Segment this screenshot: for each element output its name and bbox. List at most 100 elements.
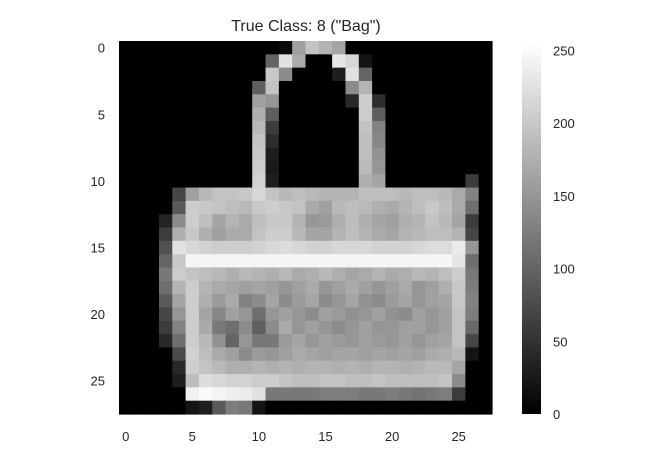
pixel-cell xyxy=(292,94,307,109)
pixel-cell xyxy=(212,227,227,242)
pixel-cell xyxy=(265,94,280,109)
pixel-cell xyxy=(318,267,333,282)
pixel-cell xyxy=(332,80,347,95)
pixel-cell xyxy=(292,80,307,95)
pixel-cell xyxy=(265,147,280,162)
pixel-cell xyxy=(385,280,400,295)
pixel-cell xyxy=(172,254,187,269)
pixel-cell xyxy=(158,400,173,415)
pixel-cell xyxy=(145,240,160,255)
pixel-cell xyxy=(238,94,253,109)
pixel-cell xyxy=(212,280,227,295)
pixel-cell xyxy=(238,347,253,362)
pixel-cell xyxy=(438,240,453,255)
pixel-cell xyxy=(238,240,253,255)
pixel-cell xyxy=(412,54,426,69)
pixel-cell xyxy=(198,147,213,162)
pixel-cell xyxy=(478,387,493,402)
pixel-cell xyxy=(478,334,493,348)
pixel-cell xyxy=(465,307,480,322)
pixel-cell xyxy=(358,294,373,309)
pixel-cell xyxy=(212,320,227,335)
pixel-cell xyxy=(385,107,400,122)
pixel-cell xyxy=(212,107,227,122)
pixel-cell xyxy=(398,41,413,55)
pixel-cell xyxy=(292,347,307,362)
pixel-cell xyxy=(132,294,147,309)
colorbar-tick-label: 0 xyxy=(553,407,560,422)
pixel-cell xyxy=(412,67,426,82)
pixel-cell xyxy=(425,240,440,255)
pixel-cell xyxy=(372,227,387,242)
pixel-cell xyxy=(238,147,253,162)
pixel-cell xyxy=(238,374,253,388)
pixel-cell xyxy=(172,120,187,135)
pixel-cell xyxy=(345,147,360,162)
pixel-cell xyxy=(212,334,227,348)
pixel-cell xyxy=(145,347,160,362)
pixel-cell xyxy=(212,360,227,375)
pixel-cell xyxy=(225,280,240,295)
pixel-cell xyxy=(158,107,173,122)
pixel-cell xyxy=(158,267,173,282)
pixel-cell xyxy=(332,147,347,162)
pixel-cell xyxy=(358,400,373,415)
pixel-cell xyxy=(278,67,293,82)
pixel-cell xyxy=(278,80,293,95)
pixel-cell xyxy=(158,174,173,189)
pixel-cell xyxy=(425,347,440,362)
pixel-cell xyxy=(212,254,227,269)
pixel-cell xyxy=(438,187,453,202)
pixel-cell xyxy=(185,227,200,242)
pixel-cell xyxy=(172,94,187,109)
pixel-cell xyxy=(385,347,400,362)
pixel-cell xyxy=(425,160,440,175)
pixel-cell xyxy=(172,214,187,229)
pixel-cell xyxy=(478,294,493,309)
pixel-cell xyxy=(412,120,426,135)
pixel-cell xyxy=(198,334,213,348)
pixel-cell xyxy=(398,227,413,242)
pixel-cell xyxy=(278,267,293,282)
pixel-cell xyxy=(225,67,240,82)
pixel-cell xyxy=(278,227,293,242)
pixel-cell xyxy=(212,294,227,309)
pixel-cell xyxy=(452,240,466,255)
x-tick-label: 15 xyxy=(318,429,332,444)
pixel-cell xyxy=(305,214,320,229)
pixel-cell xyxy=(265,174,280,189)
pixel-cell xyxy=(265,67,280,82)
colorbar-tick-label: 150 xyxy=(553,189,575,204)
pixel-cell xyxy=(438,294,453,309)
y-tick-label: 20 xyxy=(91,307,105,322)
pixel-cell xyxy=(185,267,200,282)
pixel-cell xyxy=(438,400,453,415)
pixel-cell xyxy=(212,41,227,55)
pixel-cell xyxy=(238,120,253,135)
pixel-cell xyxy=(372,160,387,175)
pixel-cell xyxy=(145,227,160,242)
pixel-cell xyxy=(478,227,493,242)
pixel-cell xyxy=(172,227,187,242)
pixel-cell xyxy=(292,200,307,215)
pixel-cell xyxy=(478,254,493,269)
pixel-cell xyxy=(372,67,387,82)
pixel-cell xyxy=(425,387,440,402)
pixel-cell xyxy=(238,41,253,55)
pixel-cell xyxy=(425,54,440,69)
pixel-cell xyxy=(172,334,187,348)
pixel-cell xyxy=(305,67,320,82)
pixel-cell xyxy=(292,187,307,202)
pixel-cell xyxy=(145,160,160,175)
pixel-cell xyxy=(385,80,400,95)
pixel-cell xyxy=(305,94,320,109)
pixel-cell xyxy=(225,41,240,55)
pixel-cell xyxy=(358,134,373,149)
pixel-cell xyxy=(225,254,240,269)
pixel-cell xyxy=(145,134,160,149)
pixel-cell xyxy=(478,280,493,295)
pixel-cell xyxy=(398,214,413,229)
pixel-cell xyxy=(185,360,200,375)
pixel-cell xyxy=(172,360,187,375)
pixel-cell xyxy=(292,320,307,335)
